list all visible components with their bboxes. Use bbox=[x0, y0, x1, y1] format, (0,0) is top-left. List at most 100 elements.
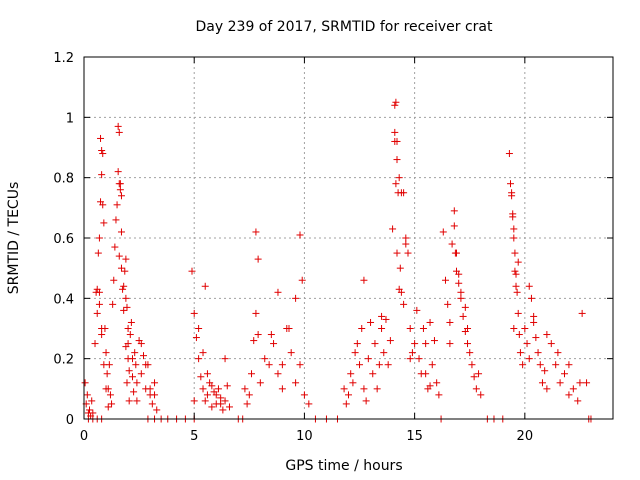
data-point bbox=[254, 255, 262, 263]
data-point bbox=[115, 128, 123, 136]
data-point bbox=[457, 294, 465, 302]
data-point bbox=[300, 391, 308, 399]
data-point bbox=[81, 379, 89, 387]
data-point bbox=[91, 340, 99, 348]
data-point bbox=[527, 294, 535, 302]
data-point bbox=[543, 331, 551, 339]
data-point bbox=[547, 340, 555, 348]
data-point bbox=[256, 379, 264, 387]
data-point bbox=[538, 379, 546, 387]
data-point bbox=[132, 361, 140, 369]
data-point bbox=[106, 391, 114, 399]
data-point bbox=[248, 370, 256, 378]
y-axis-title: SRMTID / TECUs bbox=[6, 182, 22, 295]
x-tick-label: 20 bbox=[517, 429, 534, 444]
data-point bbox=[428, 361, 436, 369]
data-point bbox=[514, 309, 522, 317]
data-point bbox=[110, 276, 118, 284]
data-point bbox=[439, 228, 447, 236]
data-point bbox=[426, 318, 434, 326]
data-point bbox=[217, 400, 225, 408]
data-point bbox=[511, 267, 519, 275]
data-point bbox=[451, 249, 459, 257]
data-point bbox=[274, 370, 282, 378]
data-point bbox=[192, 334, 200, 342]
data-point bbox=[408, 349, 416, 357]
data-point bbox=[392, 180, 400, 188]
data-point bbox=[223, 382, 231, 390]
data-point bbox=[146, 385, 154, 393]
data-point bbox=[375, 361, 383, 369]
data-point bbox=[583, 379, 591, 387]
x-tick-label: 0 bbox=[80, 429, 88, 444]
data-point bbox=[243, 400, 251, 408]
data-point bbox=[128, 355, 136, 363]
data-point bbox=[128, 373, 136, 381]
data-point bbox=[208, 382, 216, 390]
data-point bbox=[117, 264, 125, 272]
data-point bbox=[241, 385, 249, 393]
data-point bbox=[292, 379, 300, 387]
data-point bbox=[455, 279, 463, 287]
data-point bbox=[393, 249, 401, 257]
axis-ticks: 0 0.2 0.4 0.6 0.8 1 1.2 0 5 10 15 20 bbox=[53, 51, 613, 444]
y-tick-label: 1 bbox=[66, 111, 74, 126]
data-point bbox=[117, 228, 125, 236]
data-point bbox=[543, 385, 551, 393]
data-point bbox=[510, 225, 518, 233]
data-point bbox=[565, 361, 573, 369]
data-point bbox=[298, 276, 306, 284]
data-point bbox=[133, 379, 141, 387]
data-point bbox=[120, 282, 128, 290]
data-point bbox=[466, 349, 474, 357]
data-point bbox=[137, 370, 145, 378]
data-point bbox=[190, 397, 198, 405]
data-point bbox=[95, 288, 103, 296]
data-point bbox=[114, 122, 122, 130]
data-point bbox=[404, 249, 412, 257]
y-tick-label: 1.2 bbox=[53, 51, 74, 66]
data-point bbox=[195, 355, 203, 363]
data-point bbox=[507, 180, 515, 188]
data-point bbox=[115, 180, 123, 188]
data-point bbox=[470, 373, 478, 381]
data-point bbox=[190, 309, 198, 317]
data-point bbox=[124, 325, 132, 332]
data-point bbox=[453, 267, 461, 275]
data-point bbox=[576, 379, 584, 387]
data-point bbox=[197, 373, 205, 381]
data-point bbox=[125, 397, 133, 405]
data-point bbox=[274, 288, 282, 296]
data-point bbox=[97, 134, 105, 142]
data-point bbox=[112, 216, 120, 224]
data-point bbox=[296, 361, 304, 369]
data-point bbox=[133, 397, 141, 405]
data-point bbox=[140, 352, 148, 360]
data-point bbox=[459, 312, 467, 320]
data-point bbox=[406, 325, 414, 332]
data-point bbox=[98, 171, 106, 179]
data-point bbox=[342, 400, 350, 408]
data-point bbox=[536, 361, 544, 369]
data-point bbox=[353, 340, 361, 348]
data-point bbox=[514, 258, 522, 266]
data-point bbox=[305, 400, 313, 408]
data-point bbox=[565, 391, 573, 399]
data-point bbox=[446, 318, 454, 326]
data-point bbox=[270, 340, 278, 348]
data-point bbox=[461, 303, 469, 311]
data-point bbox=[380, 349, 388, 357]
data-point bbox=[513, 288, 521, 296]
data-point bbox=[296, 231, 304, 239]
data-point bbox=[115, 252, 123, 260]
data-point bbox=[89, 409, 97, 417]
data-point bbox=[534, 349, 542, 357]
data-point bbox=[125, 367, 133, 375]
data-point bbox=[373, 385, 381, 393]
data-point bbox=[116, 186, 124, 194]
data-point bbox=[199, 385, 207, 393]
data-point bbox=[267, 331, 275, 339]
data-point bbox=[351, 349, 359, 357]
data-point bbox=[402, 234, 410, 242]
data-point bbox=[516, 349, 524, 357]
